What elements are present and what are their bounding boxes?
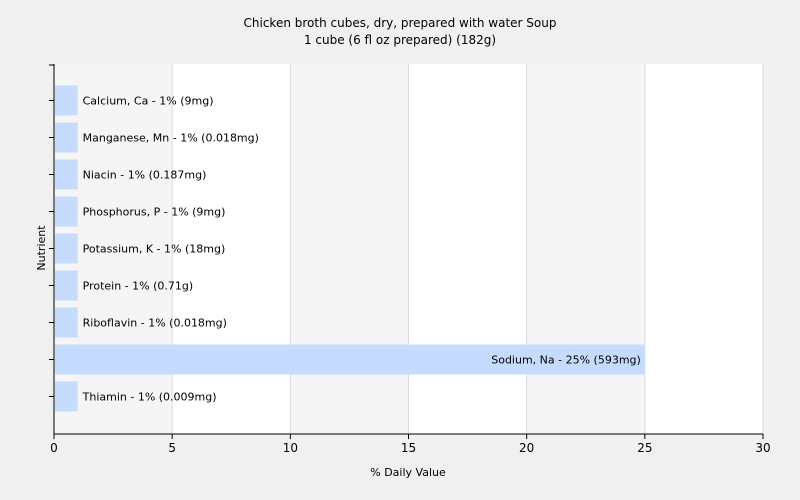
bar-label: Sodium, Na - 25% (593mg) [491, 354, 641, 367]
bar [55, 122, 78, 153]
x-tick-label: 25 [637, 441, 652, 455]
x-axis-title: % Daily Value [370, 466, 446, 479]
bar [55, 381, 78, 412]
x-tick-label: 20 [519, 441, 534, 455]
x-tick-label: 30 [755, 441, 770, 455]
bar-label: Manganese, Mn - 1% (0.018mg) [83, 132, 259, 145]
bar [55, 233, 78, 264]
grid-band [526, 64, 645, 434]
bar-label: Calcium, Ca - 1% (9mg) [83, 95, 214, 108]
bar-label: Thiamin - 1% (0.009mg) [82, 391, 217, 404]
grid-band [290, 64, 409, 434]
bar [55, 344, 645, 375]
x-tick-label: 5 [168, 441, 176, 455]
bar [55, 307, 78, 338]
bar-label: Protein - 1% (0.71g) [83, 280, 194, 293]
bar-label: Potassium, K - 1% (18mg) [83, 243, 226, 256]
plot-area: Calcium, Ca - 1% (9mg) Manganese, Mn - 1%… [49, 64, 771, 455]
bar-label: Riboflavin - 1% (0.018mg) [83, 317, 227, 330]
x-tick-label: 15 [401, 441, 416, 455]
bar [55, 85, 78, 116]
chart-title: Chicken broth cubes, dry, prepared with … [244, 16, 557, 30]
bar [55, 196, 78, 227]
bar [55, 159, 78, 190]
bar [55, 270, 78, 301]
bar-label: Niacin - 1% (0.187mg) [83, 169, 207, 182]
x-tick-label: 10 [283, 441, 298, 455]
y-axis-title: Nutrient [35, 225, 48, 271]
bar-label: Phosphorus, P - 1% (9mg) [83, 206, 226, 219]
x-tick-label: 0 [50, 441, 58, 455]
chart-subtitle: 1 cube (6 fl oz prepared) (182g) [304, 33, 496, 47]
